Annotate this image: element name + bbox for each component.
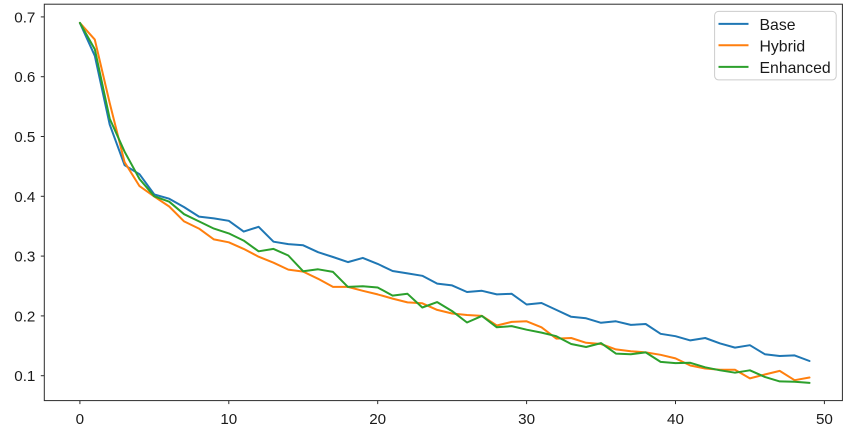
svg-text:0.5: 0.5 [14,129,35,146]
svg-text:20: 20 [369,411,386,428]
svg-text:30: 30 [518,411,535,428]
svg-text:0.6: 0.6 [14,69,35,86]
svg-text:0: 0 [76,411,84,428]
svg-text:50: 50 [816,411,833,428]
svg-text:10: 10 [220,411,237,428]
svg-text:0.4: 0.4 [14,189,35,206]
svg-text:Base: Base [760,17,796,34]
svg-text:0.1: 0.1 [14,368,35,385]
svg-text:Hybrid: Hybrid [760,38,806,55]
svg-text:40: 40 [667,411,684,428]
svg-text:Enhanced: Enhanced [760,60,831,77]
svg-text:0.7: 0.7 [14,9,35,26]
svg-text:0.2: 0.2 [14,308,35,325]
svg-text:0.3: 0.3 [14,249,35,266]
